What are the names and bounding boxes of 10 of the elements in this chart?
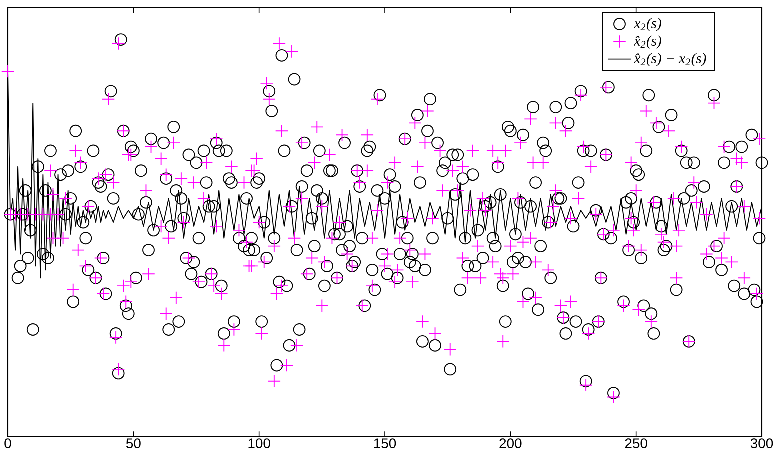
x-tick-label: 300 bbox=[750, 438, 774, 448]
legend-label: x$_{2}$(s) bbox=[634, 18, 662, 32]
x-tick-label: 200 bbox=[500, 438, 522, 448]
x-tick-label: 150 bbox=[374, 438, 396, 448]
x-tick-label: 50 bbox=[126, 438, 141, 448]
legend-label: x̂$_{2}$(s) bbox=[634, 36, 662, 49]
x-tick-label: 250 bbox=[625, 438, 648, 448]
x-tick-label: 100 bbox=[248, 438, 270, 448]
x-tick-label: 0 bbox=[4, 438, 12, 448]
legend-label: x̂$_{2}$(s) − x$_{2}$(s) bbox=[634, 53, 706, 66]
